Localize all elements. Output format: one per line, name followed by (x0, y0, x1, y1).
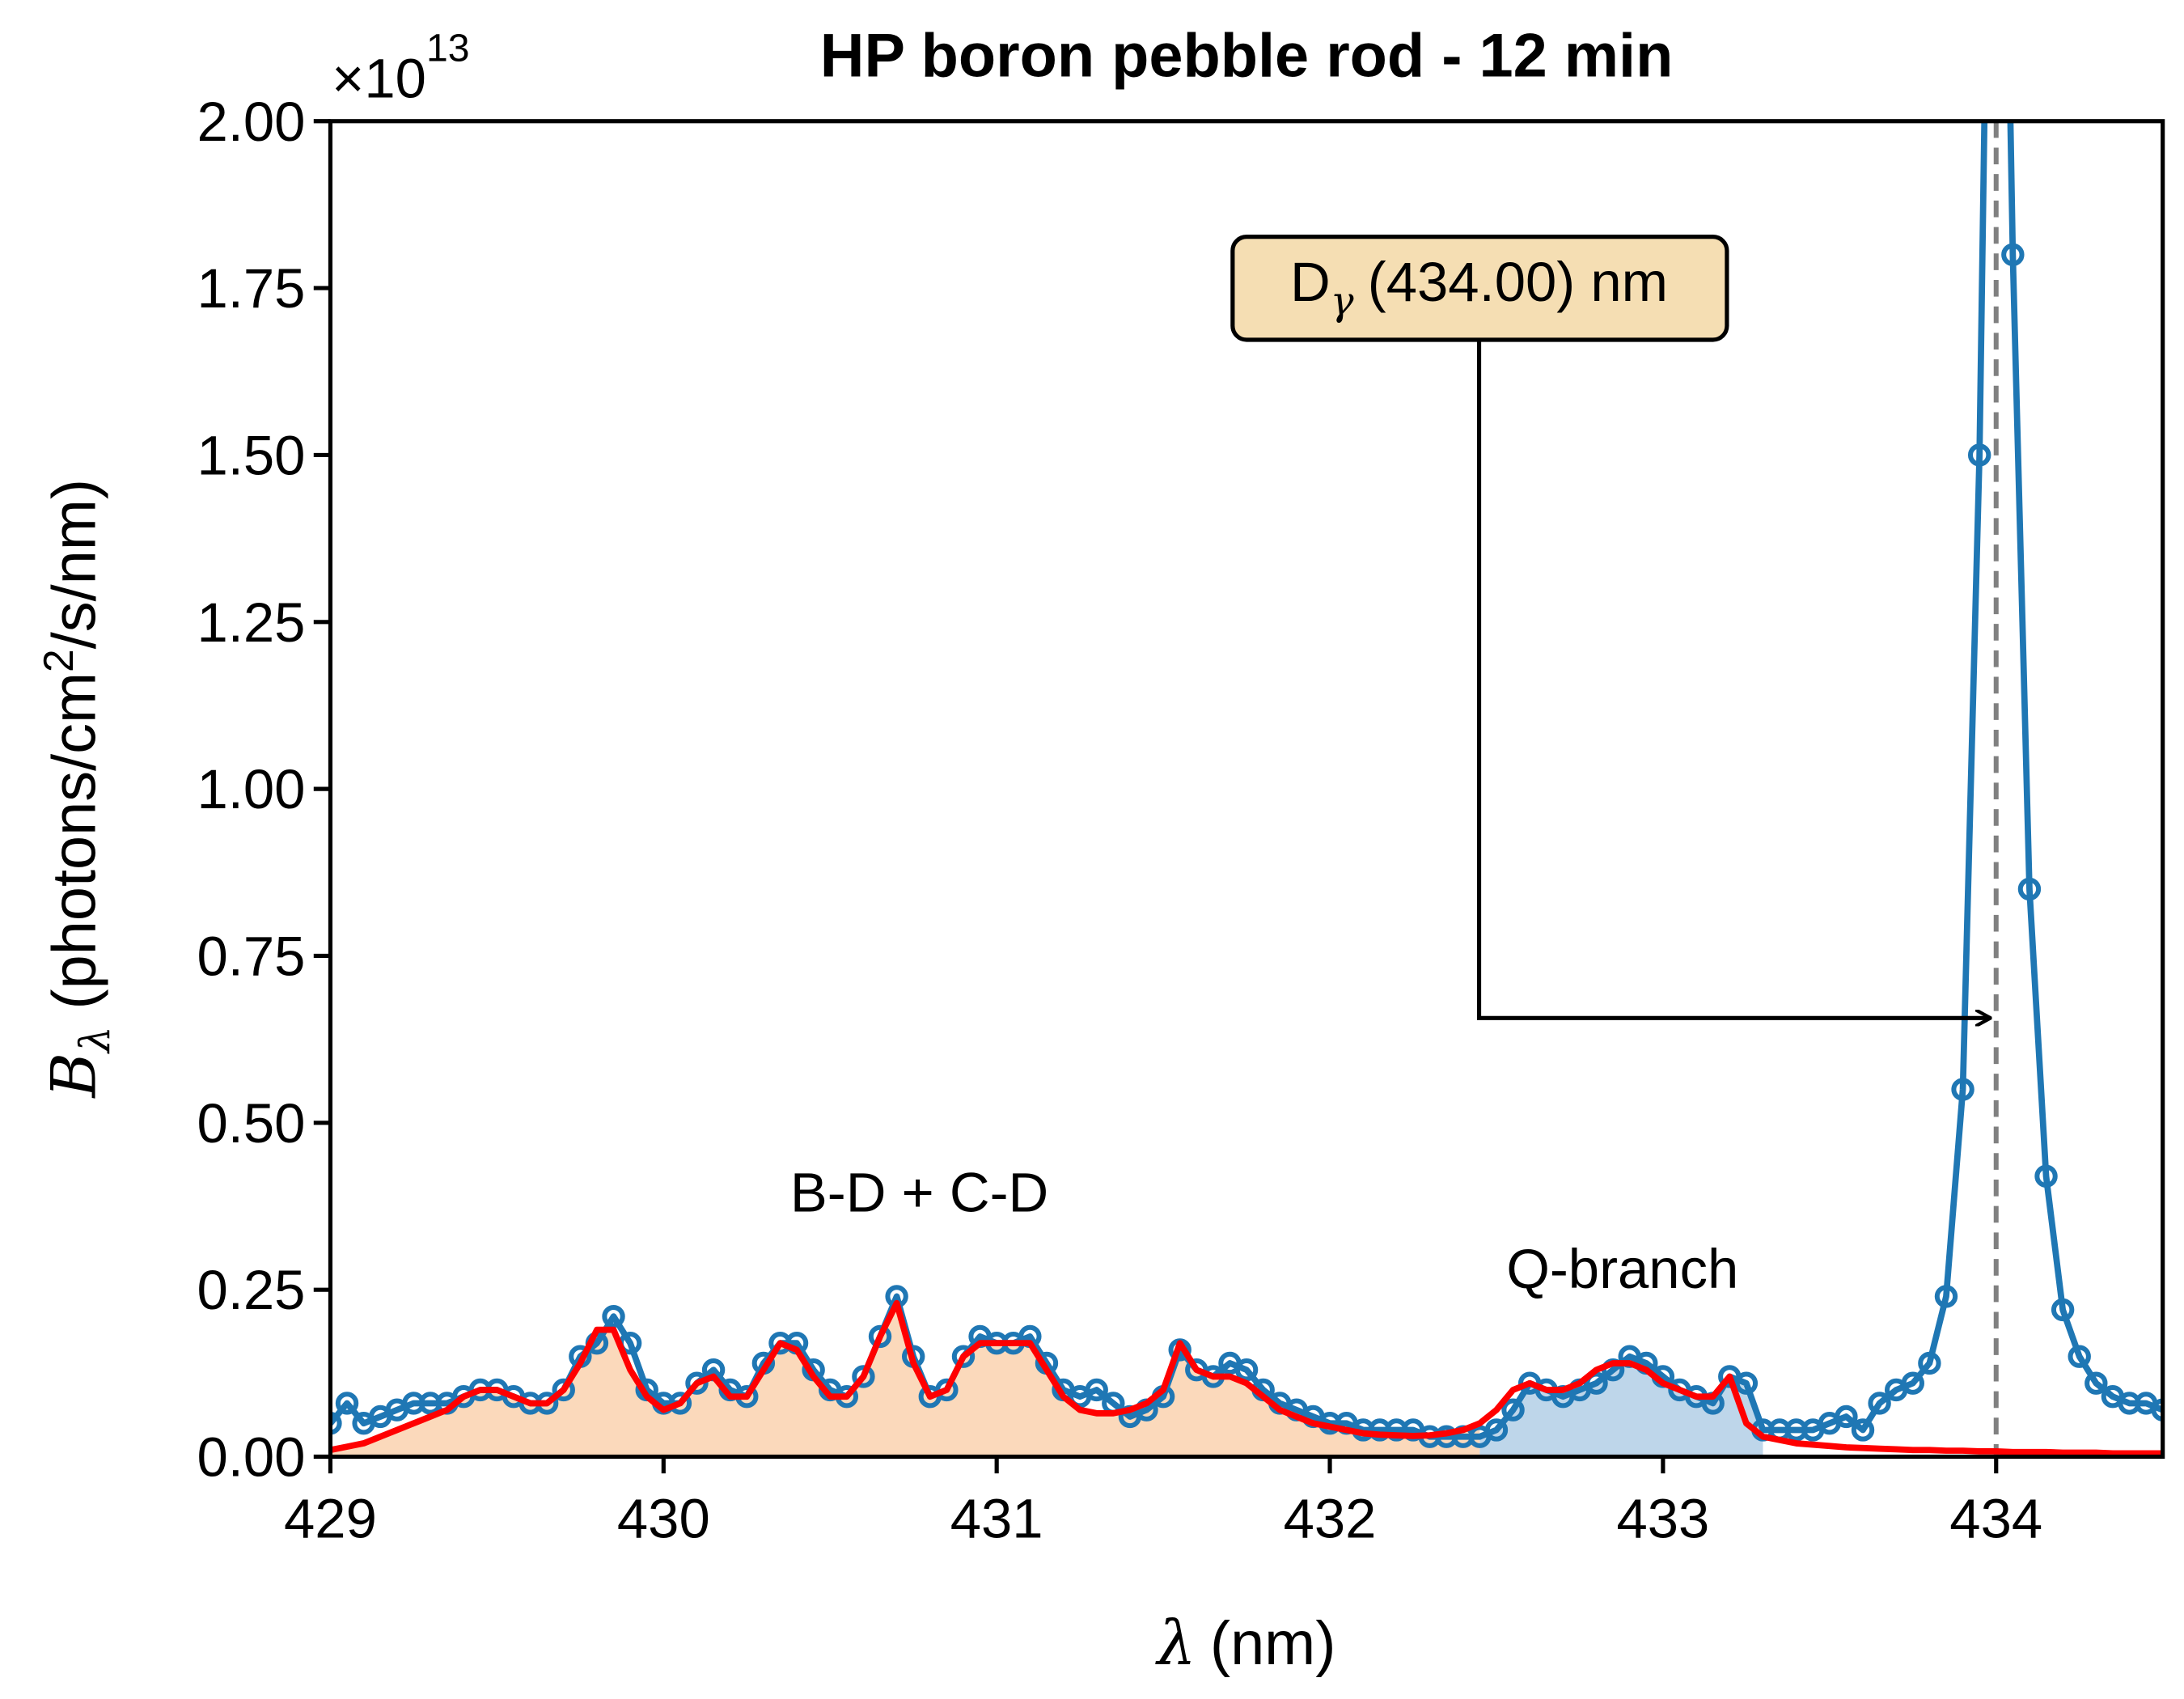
data-point (668, 1392, 692, 1415)
data-point (602, 1304, 625, 1328)
annotation-band: B-D + C-D (790, 1162, 1048, 1224)
data-point (685, 1371, 709, 1395)
offset-exponent: 13 (426, 27, 470, 70)
data-point (1951, 1078, 1974, 1101)
data-point (1835, 1405, 1858, 1429)
data-point (2051, 1298, 2075, 1322)
x-tick-label: 434 (1949, 1487, 2042, 1549)
data-point (1501, 1398, 1525, 1421)
y-tick-label: 1.25 (197, 591, 305, 654)
y-tick-label: 0.25 (197, 1259, 305, 1321)
data-line (330, 1299, 2163, 1457)
y-tick-label: 1.00 (197, 758, 305, 820)
x-label-symbol: λ (1155, 1608, 1196, 1679)
data-point (335, 1392, 359, 1415)
x-tick-label: 431 (950, 1487, 1043, 1549)
data-point (1967, 443, 1991, 467)
data-point (1934, 1285, 1958, 1308)
x-tick-label: 432 (1284, 1487, 1377, 1549)
annotation-qbranch: Q-branch (1506, 1238, 1738, 1300)
y-label-superscript: 2 (35, 649, 82, 672)
data-point (951, 1345, 976, 1368)
plot-area (330, 121, 2163, 1457)
data-point (1901, 1371, 1924, 1395)
y-tick-label: 0.00 (197, 1426, 305, 1489)
y-tick-label: 0.75 (197, 926, 305, 988)
data-point (552, 1378, 575, 1402)
data-point (868, 1324, 892, 1349)
data-point (1585, 1371, 1608, 1395)
data-point (1484, 1418, 1509, 1442)
y-tick-label: 1.50 (197, 425, 305, 487)
offset-base: ×10 (332, 47, 426, 109)
data-point (2034, 1164, 2058, 1188)
data-point (2001, 243, 2025, 267)
y-label-subscript: λ (71, 1026, 120, 1054)
data-point (2017, 877, 2042, 901)
data-point (852, 1365, 875, 1388)
shaded-area (1479, 1356, 1763, 1457)
line-subscript: γ (1331, 279, 1354, 324)
y-axis-label: Bλ (photons/cm2/s/nm) (35, 479, 120, 1099)
data-point (2151, 1398, 2163, 1421)
data-point (1085, 1378, 1108, 1402)
offset-text: ×1013 (332, 27, 469, 110)
line-symbol: D (1290, 251, 1331, 313)
data-point (1851, 1418, 1875, 1442)
x-axis-label: λ (nm) (1155, 1608, 1336, 1679)
y-label-rest: /s/nm) (40, 479, 109, 649)
y-label-text: (photons/cm (40, 672, 109, 1010)
data-point (2068, 1345, 2091, 1368)
y-tick-label: 0.50 (197, 1092, 305, 1155)
y-tick-label: 2.00 (197, 91, 305, 153)
y-label-symbol: B (39, 1053, 110, 1099)
data-point (330, 1412, 342, 1435)
annotation-arrow (1476, 340, 1991, 1018)
data-line (330, 121, 2163, 1440)
line-text: (434.00) nm (1368, 251, 1668, 313)
data-point (1734, 1371, 1759, 1395)
data-point (2085, 1371, 2108, 1395)
annotation-line-label: Dγ (434.00) nm (1290, 251, 1668, 324)
data-point (1918, 1351, 1941, 1375)
y-tick-label: 1.75 (197, 257, 305, 320)
x-tick-label: 429 (284, 1487, 377, 1549)
chart-title: HP boron pebble rod - 12 min (820, 22, 1674, 91)
x-tick-label: 430 (617, 1487, 710, 1549)
data-point (1234, 1358, 1259, 1382)
x-label-text: (nm) (1210, 1609, 1336, 1678)
data-point (1868, 1392, 1891, 1415)
x-tick-label: 433 (1616, 1487, 1709, 1549)
data-point (935, 1378, 959, 1402)
